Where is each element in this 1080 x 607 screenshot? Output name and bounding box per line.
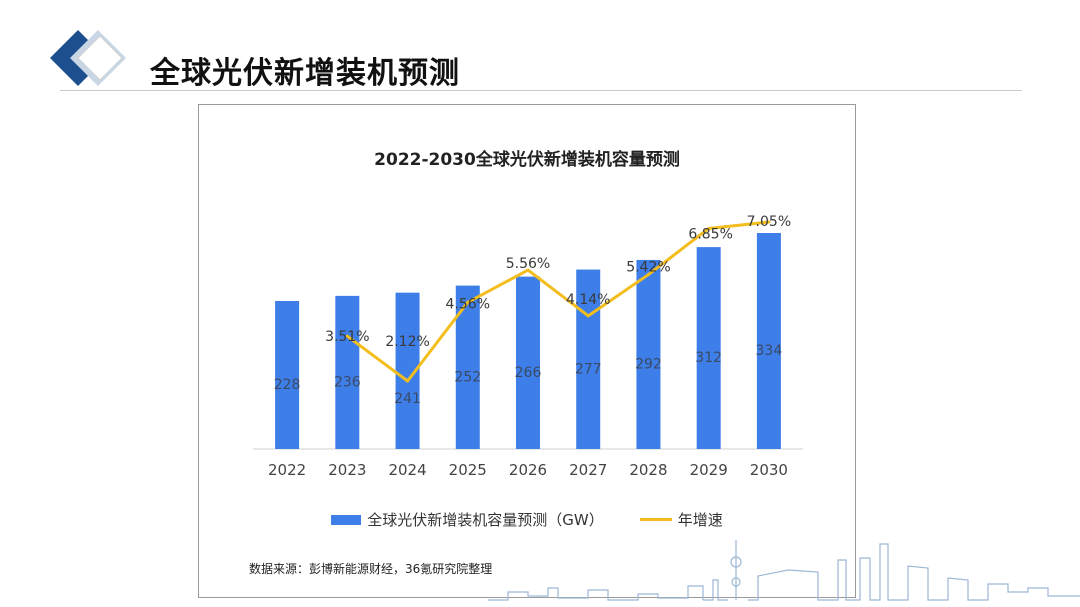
x-tick-label-2027: 2027 [569,461,607,479]
legend-item-capacity: 全球光伏新增装机容量预测（GW） [331,509,604,530]
legend-item-growth: 年增速 [639,509,723,530]
bar-value-label-2024: 241 [394,391,421,407]
bar-2027 [576,269,601,449]
bar-value-label-2028: 292 [635,356,662,372]
growth-value-label-2027: 4.14% [566,292,610,308]
header-divider [60,90,1022,91]
growth-point-2028 [646,273,650,277]
bar-value-label-2023: 236 [334,374,361,390]
bar-value-label-2030: 334 [756,343,783,359]
bar-2026 [516,276,540,449]
legend-label-growth: 年增速 [677,511,723,529]
chart-title: 2022-2030全球光伏新增装机容量预测 [374,150,680,170]
growth-value-label-2025: 4.56% [446,296,490,312]
growth-value-label-2023: 3.51% [325,329,369,345]
chart-legend: 全球光伏新增装机容量预测（GW） 年增速 [199,509,855,530]
growth-point-2027 [586,314,590,318]
data-source-note: 数据来源：彭博新能源财经，36氪研究院整理 [249,562,493,576]
x-tick-label-2023: 2023 [328,461,366,479]
city-skyline-decoration [488,540,1080,601]
bar-value-label-2027: 277 [575,361,602,377]
x-tick-label-2025: 2025 [449,461,487,479]
bar-2023 [335,295,360,449]
chart-frame: 2022-2030全球光伏新增装机容量预测 2022 2023 2024 2025 20… [198,104,856,598]
x-tick-label-2026: 2026 [509,461,547,479]
x-tick-label-2024: 2024 [388,461,426,479]
legend-swatch-capacity [331,514,362,525]
growth-point-2024 [406,379,410,383]
slide-title: 全球光伏新增装机预测 [150,56,460,91]
bar-2022 [275,301,300,449]
growth-point-2025 [466,300,470,304]
bar-value-label-2025: 252 [454,369,481,385]
legend-label-capacity: 全球光伏新增装机容量预测（GW） [367,511,604,529]
bar-2030 [756,233,781,449]
legend-swatch-growth [639,518,672,521]
growth-value-label-2029: 6.85% [688,226,732,242]
growth-point-2026 [526,268,530,272]
bar-value-label-2022: 228 [274,377,301,393]
diamond-logo-icon [50,30,126,86]
slide-header: 全球光伏新增装机预测 [0,0,1080,100]
growth-value-label-2026: 5.56% [506,256,550,272]
growth-point-2030 [767,220,771,224]
bar-value-label-2029: 312 [695,350,722,366]
x-tick-label-2030: 2030 [750,461,788,479]
growth-point-2023 [345,334,349,338]
growth-value-label-2028: 5.42% [626,260,670,276]
growth-value-label-2030: 7.05% [747,214,791,230]
bar-2028 [636,259,661,449]
growth-value-label-2024: 2.12% [385,334,429,350]
x-tick-label-2022: 2022 [268,461,306,479]
x-tick-label-2028: 2028 [629,461,667,479]
bar-value-label-2026: 266 [515,365,542,381]
bar-2029 [696,247,721,449]
growth-rate-line [346,220,770,383]
chart-plot: 2022 2023 2024 2025 2026 2027 2028 2029 2030 228 2… [253,214,803,479]
x-tick-label-2029: 2029 [690,461,728,479]
growth-point-2029 [707,226,711,230]
